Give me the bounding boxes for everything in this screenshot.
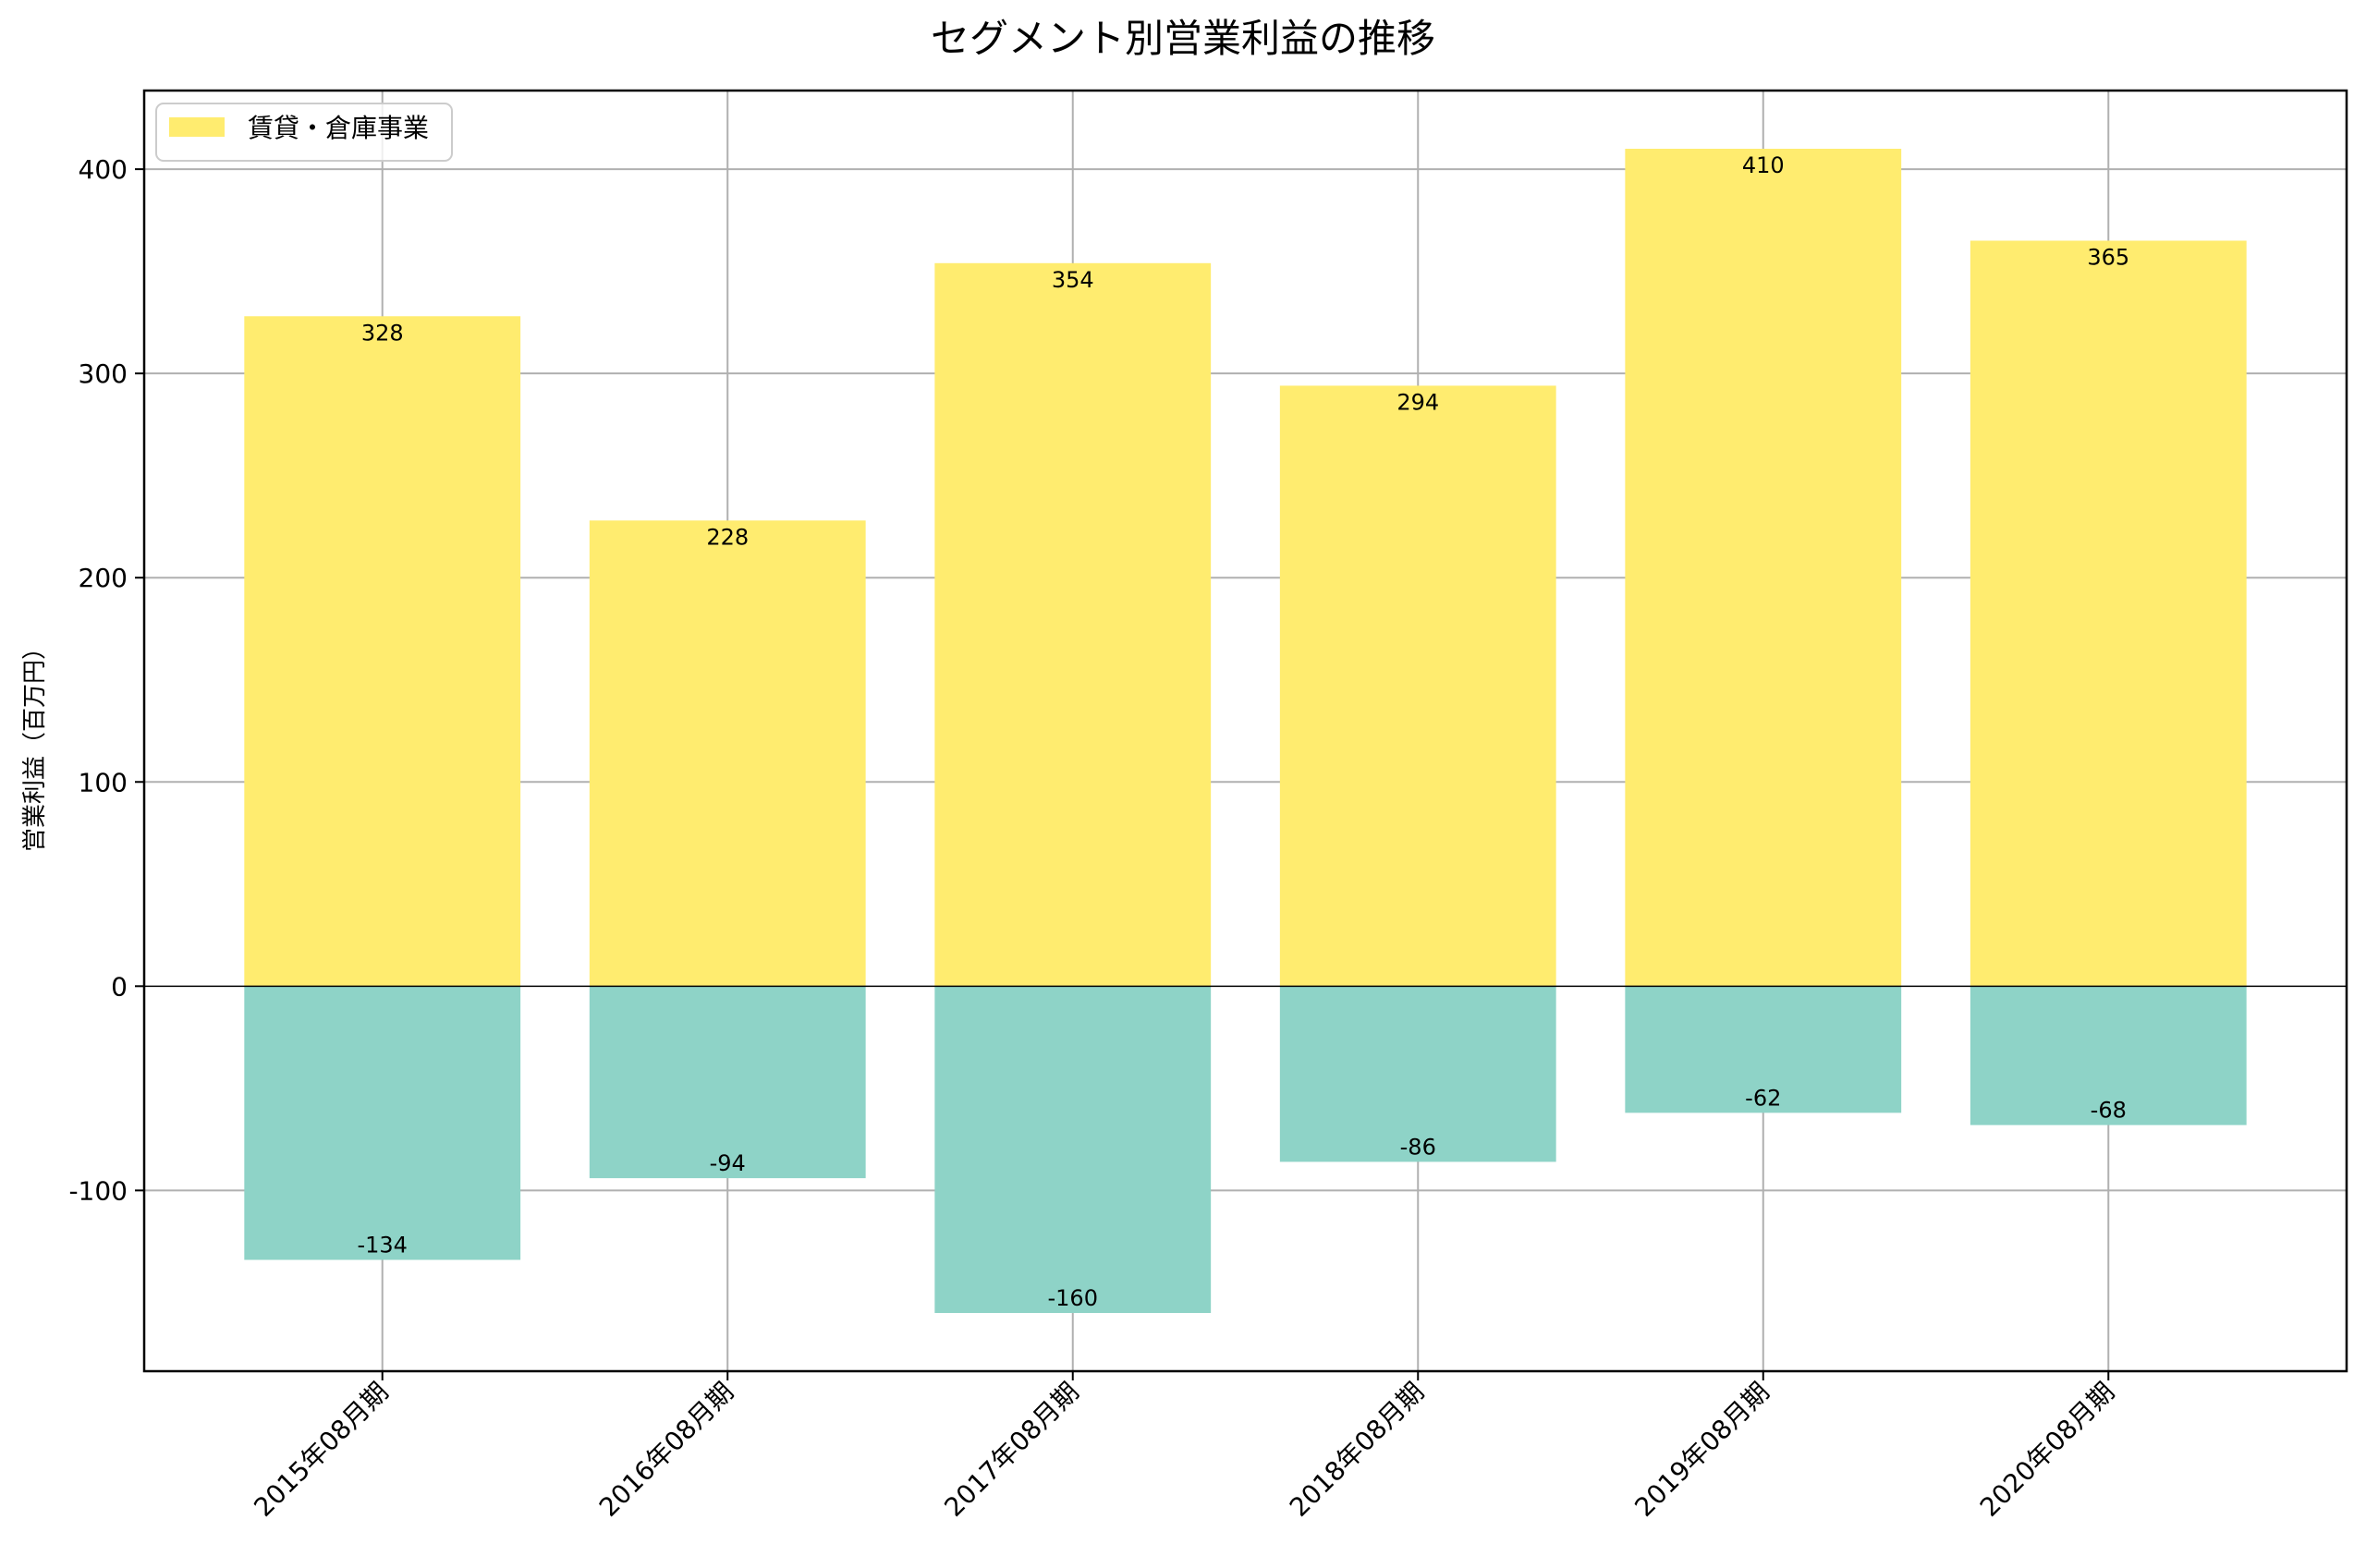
bar: [1970, 986, 2247, 1125]
data-label: 294: [1396, 389, 1439, 415]
y-tick-label: 200: [79, 563, 128, 593]
x-tick-label: 2018年08月期: [1284, 1377, 1430, 1523]
x-tick-label: 2016年08月期: [593, 1377, 739, 1523]
bar: [934, 986, 1212, 1313]
legend-label: 賃貸・倉庫事業: [248, 113, 429, 143]
data-label: -62: [1745, 1085, 1781, 1111]
data-label: -160: [1048, 1285, 1098, 1311]
x-tick-label: 2019年08月期: [1628, 1377, 1774, 1523]
axes-border: [142, 89, 2348, 1373]
data-label: 328: [361, 320, 404, 346]
legend: 賃貸・倉庫事業: [155, 103, 453, 162]
bar: [589, 986, 866, 1179]
data-label: 228: [706, 524, 749, 550]
data-labels: 328 228 354 294 410 365 -134 -94 -160 -86 -62 -68: [357, 152, 2129, 1311]
data-label: -68: [2091, 1098, 2127, 1124]
bar: [589, 520, 866, 987]
y-tick-label: 400: [79, 154, 128, 185]
data-label: 365: [2087, 244, 2129, 270]
x-tick-label: 2017年08月期: [938, 1377, 1084, 1523]
bar: [1970, 240, 2247, 987]
data-label: -134: [357, 1233, 407, 1258]
bar: [1279, 385, 1556, 987]
data-label: 410: [1742, 152, 1785, 178]
data-label: -94: [710, 1150, 746, 1176]
data-label: 354: [1052, 267, 1094, 293]
legend-swatch: [169, 117, 225, 137]
y-axis-ticks: -100 0 100 200 300 400: [68, 154, 144, 1206]
bar: [1625, 149, 1902, 987]
bar: [244, 316, 521, 987]
y-tick-label: 300: [79, 359, 128, 389]
bars: [244, 149, 2247, 1313]
y-tick-label: -100: [68, 1175, 128, 1206]
bar: [1279, 986, 1556, 1162]
x-tick-label: 2020年08月期: [1974, 1377, 2120, 1523]
y-tick-label: 100: [79, 767, 128, 797]
chart-title: セグメント別営業利益の推移: [931, 16, 1435, 61]
bar: [934, 262, 1212, 987]
axes-frame: [142, 89, 2348, 1373]
bar: [1625, 986, 1902, 1113]
y-axis-label: 営業利益（百万円）: [21, 636, 49, 852]
x-tick-label: 2015年08月期: [248, 1377, 394, 1523]
y-tick-label: 0: [111, 971, 128, 1002]
data-label: -86: [1400, 1134, 1436, 1160]
bar: [244, 986, 521, 1260]
x-axis-ticks: 2015年08月期 2016年08月期 2017年08月期 2018年08月期 2019…: [248, 1371, 2120, 1523]
legend-box: [155, 103, 453, 162]
